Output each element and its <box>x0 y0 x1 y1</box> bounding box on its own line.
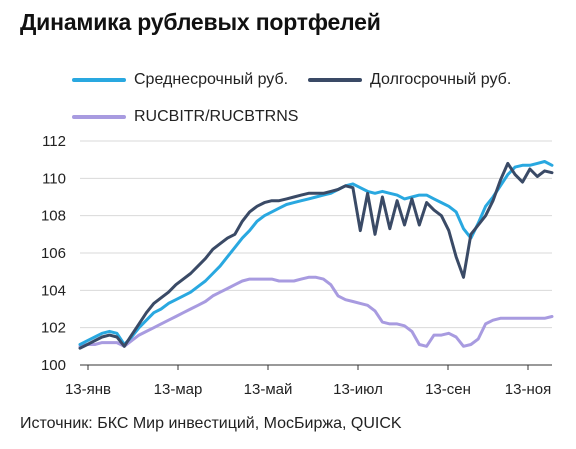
y-tick-label: 110 <box>42 170 66 187</box>
legend-label-medium: Среднесрочный руб. <box>134 71 289 88</box>
series-line-index <box>78 275 554 348</box>
legend-swatch-index <box>72 115 126 119</box>
y-tick-label: 108 <box>41 208 66 225</box>
y-tick-label: 100 <box>41 357 66 374</box>
y-tick-label: 102 <box>41 320 66 337</box>
legend: Среднесрочный руб. Долгосрочный руб. RUC… <box>0 0 576 140</box>
chart-title: Динамика рублевых портфелей <box>20 9 381 35</box>
x-tick-label: 13-мар <box>154 381 203 398</box>
legend-label-long: Долгосрочный руб. <box>370 71 512 88</box>
y-tick-label: 104 <box>41 282 66 299</box>
legend-swatch-long <box>308 78 362 82</box>
series-line-long <box>78 161 554 350</box>
legend-item-medium: Среднесрочный руб. <box>72 71 288 89</box>
y-tick-label: 112 <box>42 133 66 150</box>
x-tick-label: 13-сен <box>425 381 471 398</box>
x-tick-label: 13-ноя <box>505 381 551 398</box>
legend-label-index: RUCBITR/RUCBTRNS <box>134 108 299 125</box>
x-tick-label: 13-май <box>244 381 293 398</box>
x-tick-label: 13-янв <box>65 381 111 398</box>
legend-swatch-medium <box>72 78 126 82</box>
legend-item-long: Долгосрочный руб. <box>308 71 511 89</box>
y-tick-label: 106 <box>41 245 66 262</box>
x-tick-label: 13-июл <box>333 381 383 398</box>
source-note: Источник: БКС Мир инвестиций, МосБиржа, … <box>20 415 402 432</box>
legend-item-index: RUCBITR/RUCBTRNS <box>72 108 298 126</box>
